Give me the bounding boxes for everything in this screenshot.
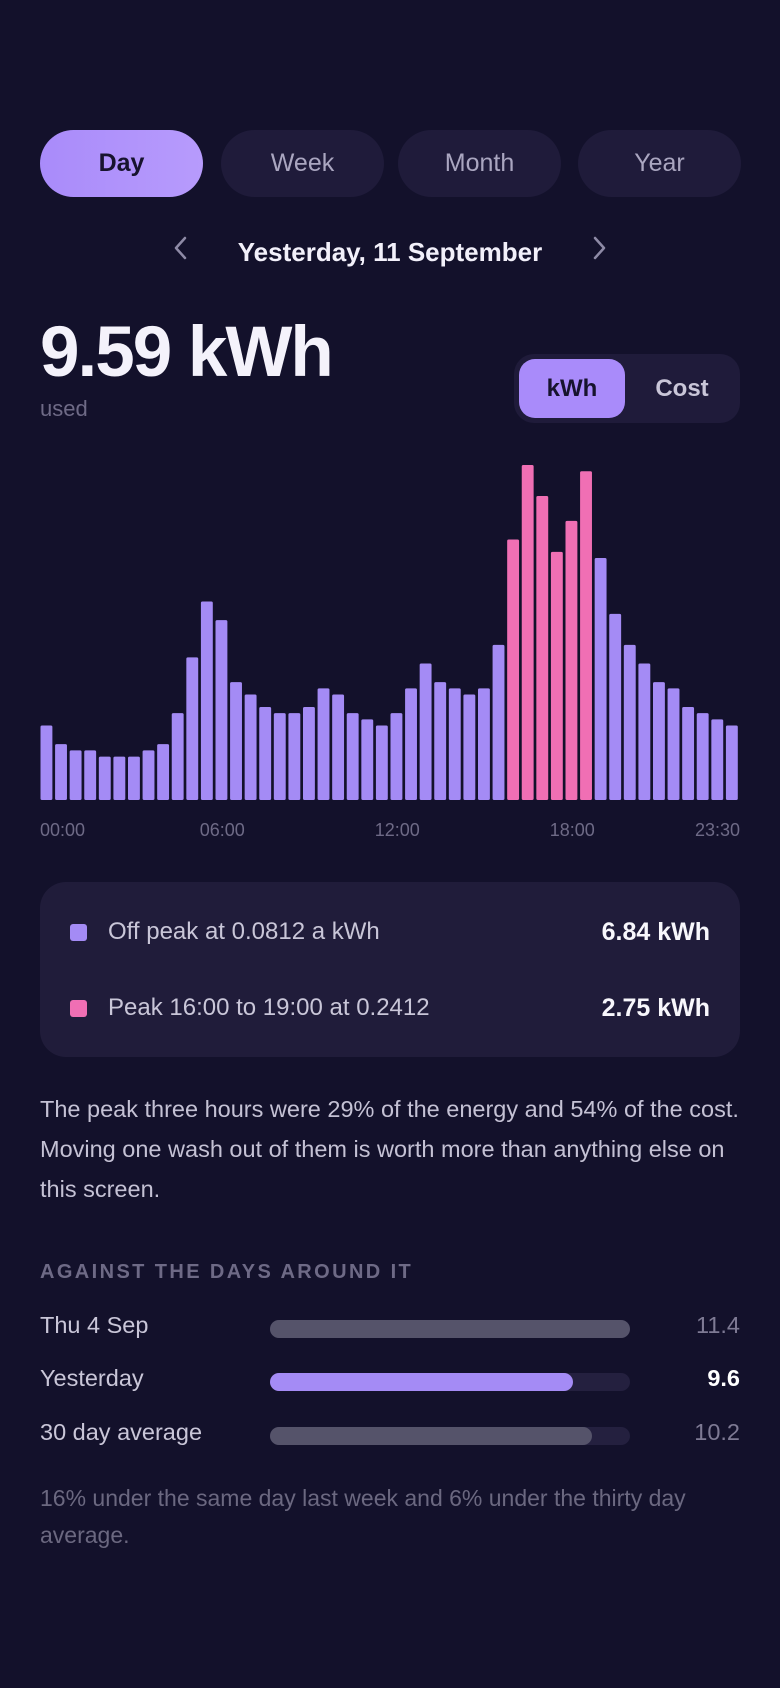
bar [84,750,97,800]
bar [332,694,345,800]
legend-total: 2.75 kWh [601,994,710,1022]
legend-row: Peak 16:00 to 19:00 at 0.2412 2.75 kWh [40,988,740,1028]
x-tick-label: 00:00 [40,820,85,840]
prev-button[interactable] [173,236,187,260]
legend-total: 6.84 kWh [601,918,710,946]
tab-day[interactable]: Day [40,130,203,197]
bar [725,725,738,800]
section-heading: AGAINST THE DAYS AROUND IT [40,1261,414,1283]
bar [200,601,213,800]
toggle-kwh[interactable]: kWh [519,359,625,418]
bar [157,744,170,800]
bar [594,558,607,800]
bar [565,520,578,800]
bar [230,682,242,800]
row-label: Thu 4 Sep [40,1312,149,1338]
bar [375,725,388,800]
bar [478,688,490,800]
bar-track [270,1320,630,1338]
bar [448,688,461,800]
bar [128,756,140,800]
bar [682,706,695,800]
comparison-row: 30 day average 10.2 [40,1419,740,1449]
bar [40,725,53,800]
bar [270,1320,630,1338]
usage-caption: used [40,396,88,421]
bar [273,713,286,800]
unit-toggle: kWh Cost [514,354,740,423]
legend-swatch [70,1000,87,1017]
row-value: 10.2 [694,1419,740,1445]
bar [653,682,665,800]
bar [244,694,257,800]
bar [550,551,563,800]
bar [609,613,622,800]
bar [259,706,272,800]
x-tick-label: 18:00 [550,820,595,840]
tab-year[interactable]: Year [578,130,741,197]
row-label: 30 day average [40,1419,203,1445]
bar [419,663,432,800]
bar [303,706,315,800]
x-tick-label: 06:00 [200,820,245,840]
bar [346,713,359,800]
bar [536,496,549,800]
bar [55,744,67,800]
x-tick-label: 23:30 [695,820,740,840]
bar [171,713,184,800]
bar [667,688,680,800]
next-button[interactable] [593,236,607,260]
legend-row: Off peak at 0.0812 a kWh 6.84 kWh [40,912,740,952]
bar [186,657,199,800]
tab-month[interactable]: Month [398,130,561,197]
bar [390,713,403,800]
bar [434,682,447,800]
row-value: 11.4 [696,1312,740,1338]
row-label: Yesterday [40,1365,144,1391]
bar [492,644,505,800]
bar [142,750,155,800]
x-tick-label: 12:00 [375,820,420,840]
bar [463,694,476,800]
bar [696,713,709,800]
bar [580,471,592,800]
bar [638,663,651,800]
bar [623,644,636,800]
usage-chart: 00:00 06:00 12:00 18:00 23:30 [40,465,740,840]
bar [521,465,534,800]
bar [507,539,520,800]
bar [98,756,111,800]
legend-card: Off peak at 0.0812 a kWh 6.84 kWh Peak 1… [40,882,740,1057]
toggle-cost[interactable]: Cost [655,374,709,402]
legend-name: Peak 16:00 to 19:00 at 0.2412 [108,994,430,1021]
bar [270,1427,593,1445]
row-value: 9.6 [707,1365,740,1391]
bar [215,620,228,800]
insight-text: The peak three hours were 29% of the ene… [40,1096,739,1202]
bar-track [270,1373,630,1391]
total-usage: 9.59 kWh [40,313,334,392]
bar [317,688,330,800]
bar [69,750,82,800]
comparison-row: Thu 4 Sep 11.4 [40,1312,740,1342]
legend-name: Off peak at 0.0812 a kWh [108,918,380,945]
bar [361,719,374,800]
bar [711,719,724,800]
comparison-row: Yesterday 9.6 [40,1365,740,1395]
date-label: Yesterday, 11 September [237,237,543,267]
footnote: 16% under the same day last week and 6% … [40,1485,686,1548]
bar [288,713,301,800]
bar-track [270,1427,630,1445]
bar [113,756,126,800]
tab-week[interactable]: Week [221,130,384,197]
bar [270,1373,574,1391]
bar [405,688,417,800]
legend-swatch [70,924,87,941]
